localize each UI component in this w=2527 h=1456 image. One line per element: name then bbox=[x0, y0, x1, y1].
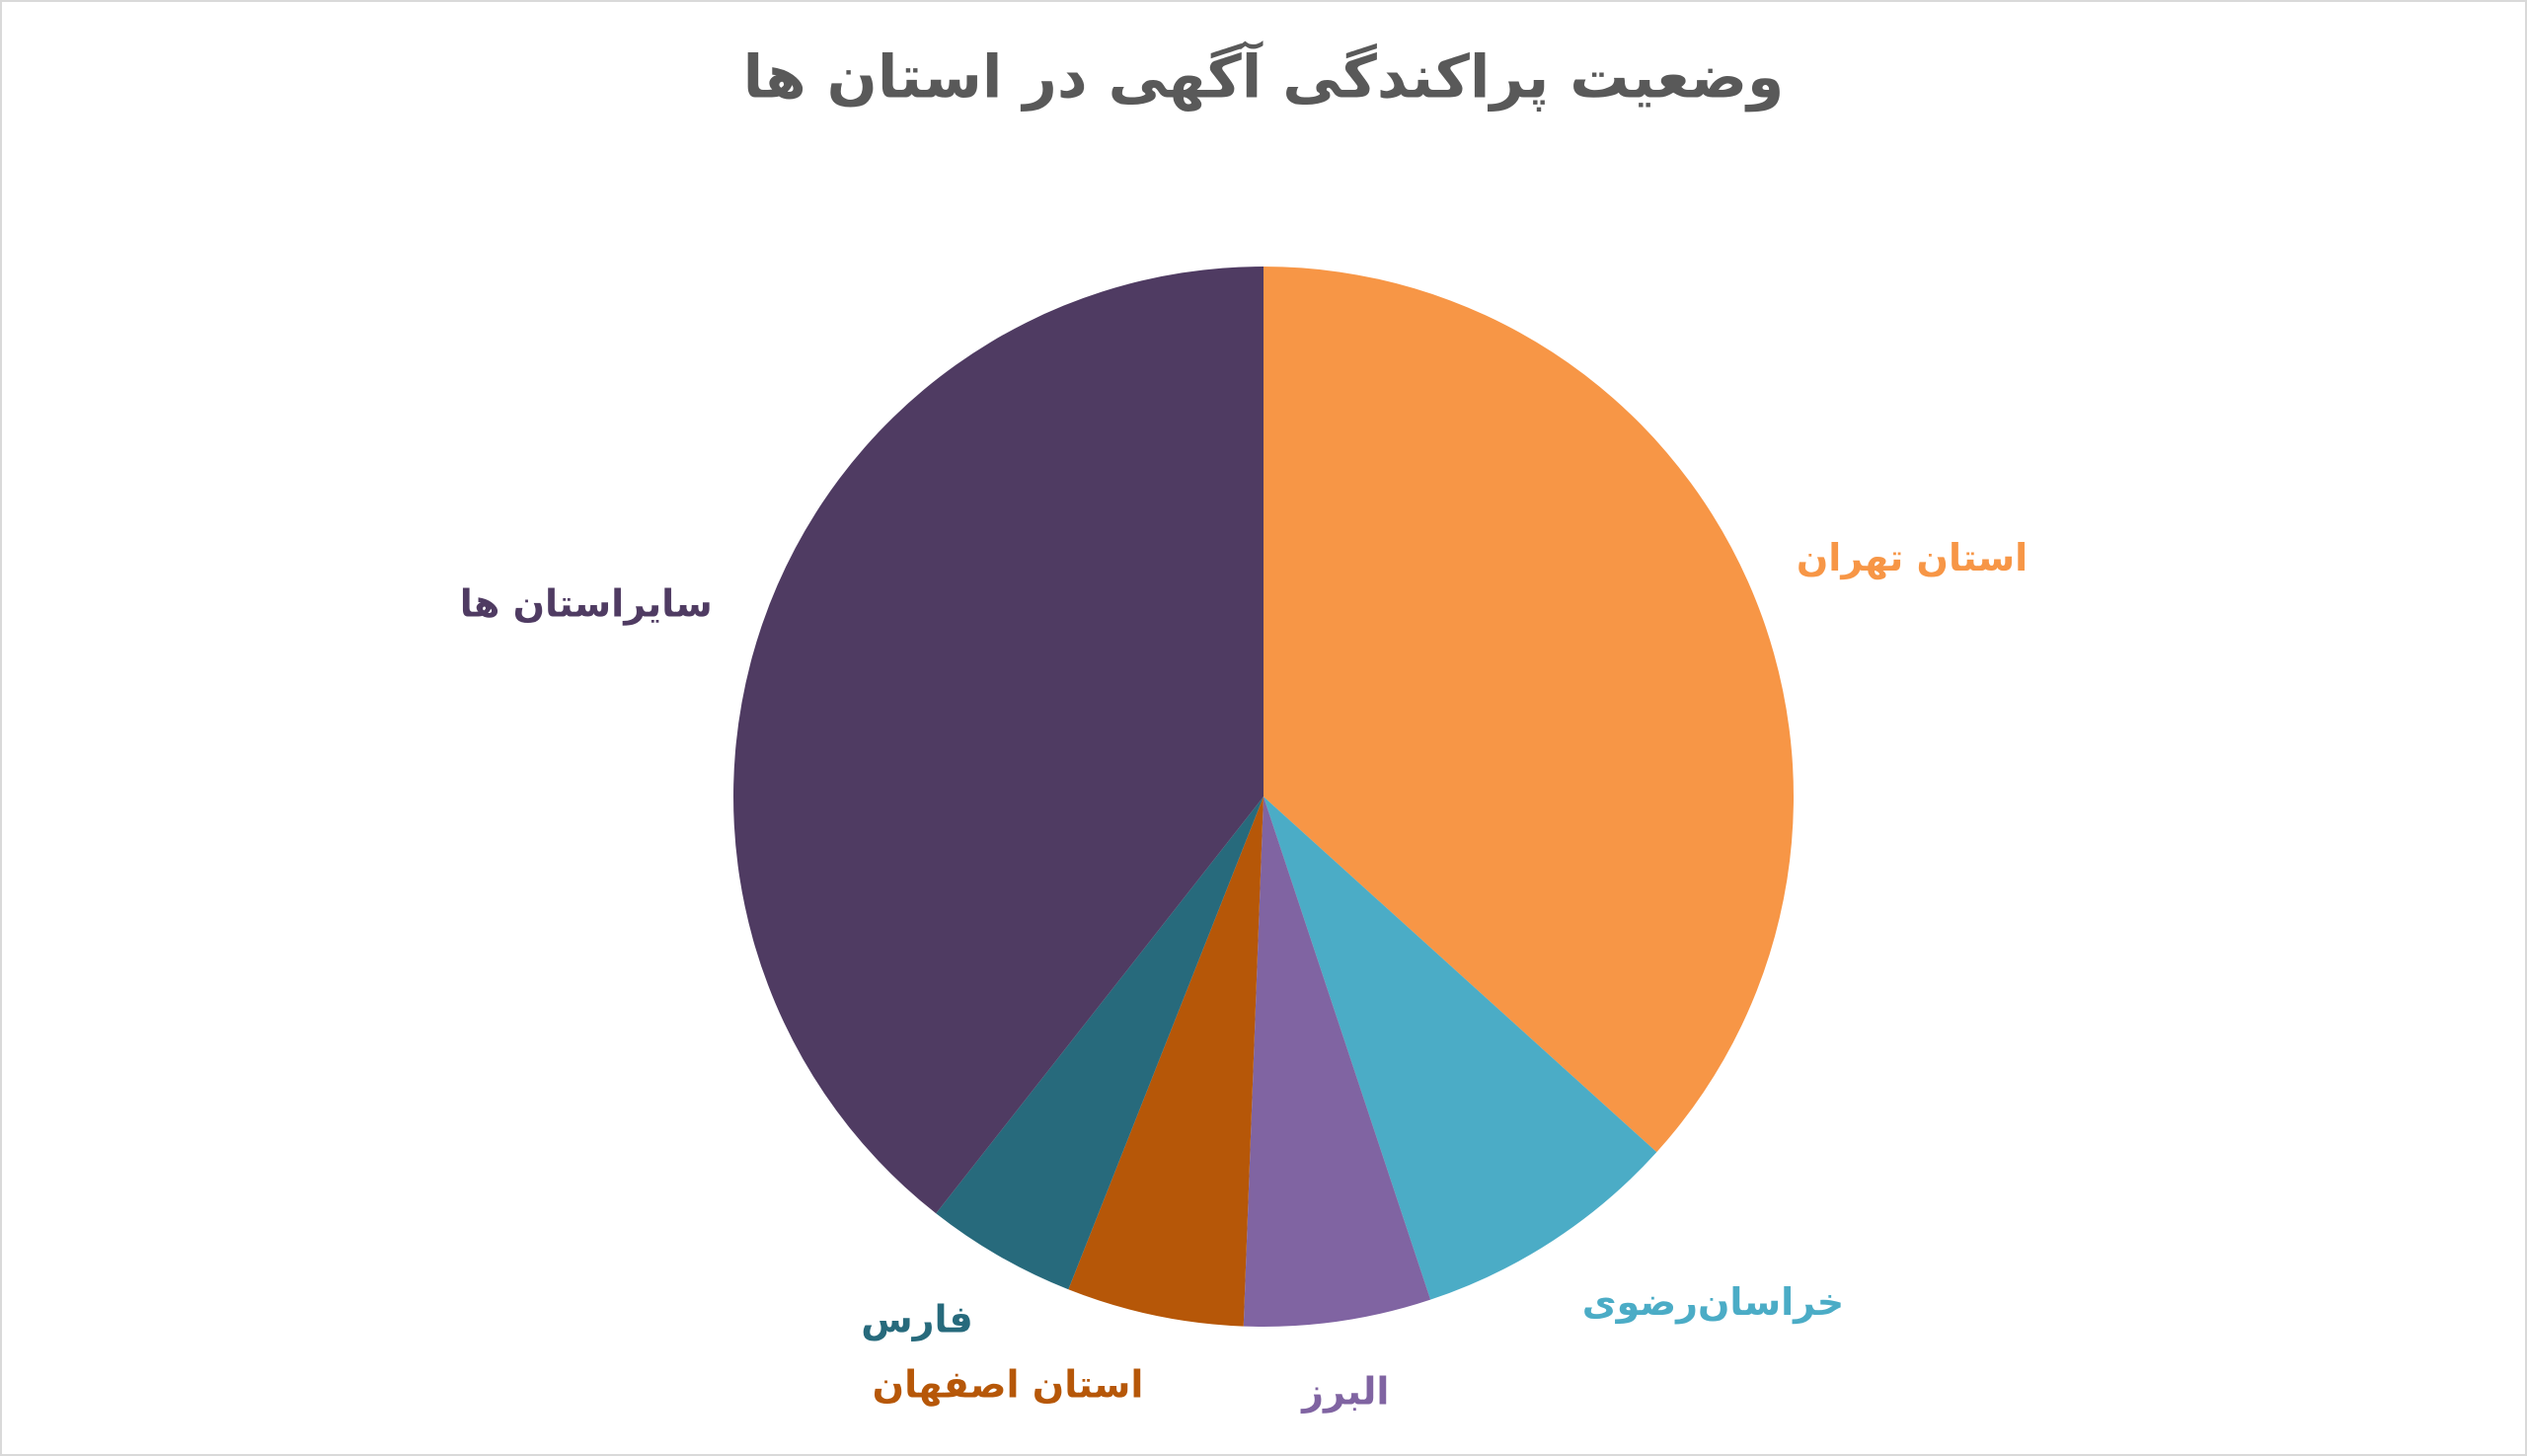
pie-slice bbox=[1068, 797, 1264, 1327]
slice-label: خراسان‌رضوی bbox=[1582, 1280, 1844, 1324]
slice-label: سایراستان ها bbox=[460, 581, 713, 625]
pie-slice bbox=[936, 797, 1264, 1290]
slice-label: فارس bbox=[861, 1298, 972, 1341]
pie-slice bbox=[1243, 797, 1431, 1328]
chart-title: وضعیت پراکندگی آگهی در استان ها bbox=[743, 40, 1785, 113]
pie-slice bbox=[733, 267, 1264, 1214]
slice-label: استان تهران bbox=[1797, 536, 2028, 579]
pie-slice bbox=[1264, 797, 1657, 1300]
slice-label: البرز bbox=[1300, 1369, 1389, 1413]
slice-label: استان اصفهان bbox=[873, 1363, 1144, 1407]
pie-slice bbox=[1264, 267, 1795, 1153]
